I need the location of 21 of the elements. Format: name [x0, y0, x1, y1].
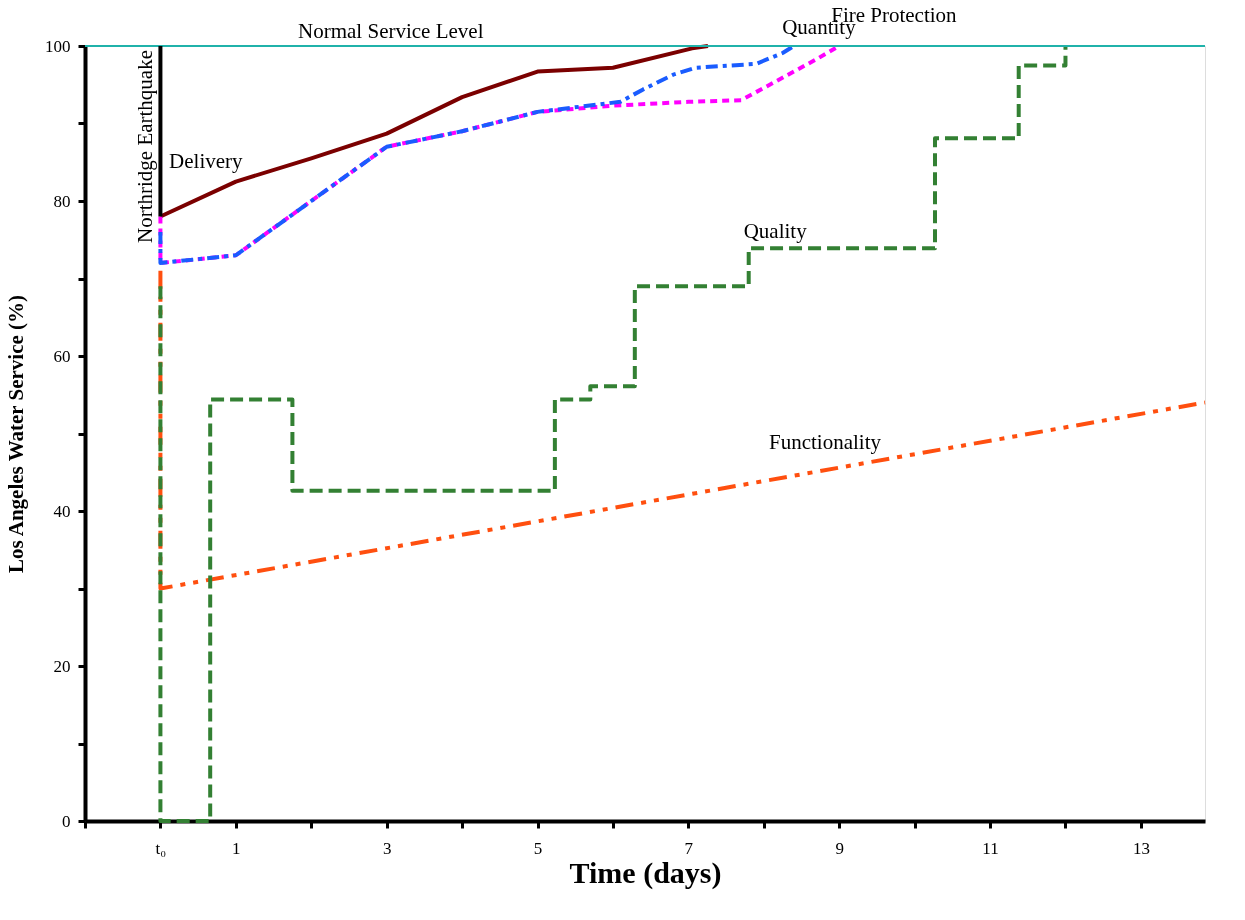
ref-line-label: Normal Service Level: [298, 19, 484, 43]
x-axis-title: Time (days): [569, 855, 722, 890]
y-tick-label: 40: [53, 501, 71, 521]
x-tick-label: 7: [684, 838, 694, 858]
x-tick-label: 11: [982, 838, 999, 858]
x-tick-label: 9: [835, 838, 844, 858]
x-tick-label: 1: [232, 838, 241, 858]
y-tick-label: 20: [53, 656, 71, 676]
series-label: Delivery: [169, 148, 244, 173]
x-tick-label: t₀: [155, 838, 167, 858]
y-tick-label: 100: [45, 36, 71, 56]
y-tick-label: 60: [53, 346, 71, 366]
x-tick-label: 13: [1132, 838, 1150, 858]
x-tick-label: 5: [533, 838, 543, 858]
y-tick-label: 80: [53, 191, 71, 211]
series-label: Quality: [743, 219, 808, 244]
x-tick-label: 3: [382, 838, 392, 858]
y-tick-label: 0: [62, 811, 71, 831]
series-label: Functionality: [769, 429, 882, 454]
y-axis-title: Los Angeles Water Service (%): [4, 294, 28, 574]
ref-line-label: Northridge Earthquake: [133, 50, 158, 244]
